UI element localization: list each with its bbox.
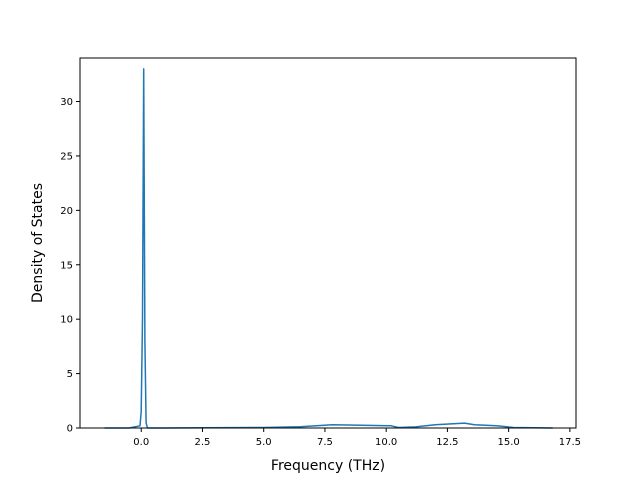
plot-area bbox=[80, 58, 576, 428]
x-axis-label: Frequency (THz) bbox=[271, 458, 385, 474]
x-tick-label: 7.5 bbox=[317, 437, 333, 448]
y-tick-label: 20 bbox=[60, 206, 73, 217]
x-tick-label: 17.5 bbox=[559, 437, 581, 448]
x-axis: 0.0 2.5 5.0 7.5 10.0 12.5 15.0 17.5 bbox=[133, 428, 581, 448]
y-tick-label: 5 bbox=[67, 369, 73, 380]
x-tick-label: 15.0 bbox=[498, 437, 520, 448]
y-axis-label: Density of States bbox=[30, 183, 46, 303]
y-tick-label: 25 bbox=[60, 151, 73, 162]
y-tick-label: 15 bbox=[60, 260, 73, 271]
y-tick-label: 30 bbox=[60, 97, 73, 108]
x-tick-label: 0.0 bbox=[133, 437, 149, 448]
y-axis: 0 5 10 15 20 25 30 bbox=[60, 97, 80, 435]
x-tick-label: 5.0 bbox=[256, 437, 272, 448]
dos-line bbox=[104, 68, 553, 429]
x-tick-label: 2.5 bbox=[195, 437, 211, 448]
x-tick-label: 10.0 bbox=[375, 437, 397, 448]
y-tick-label: 10 bbox=[60, 315, 73, 326]
x-tick-label: 12.5 bbox=[436, 437, 458, 448]
plot-frame bbox=[79, 57, 577, 429]
series-layer bbox=[104, 68, 553, 429]
y-tick-label: 0 bbox=[67, 424, 73, 435]
